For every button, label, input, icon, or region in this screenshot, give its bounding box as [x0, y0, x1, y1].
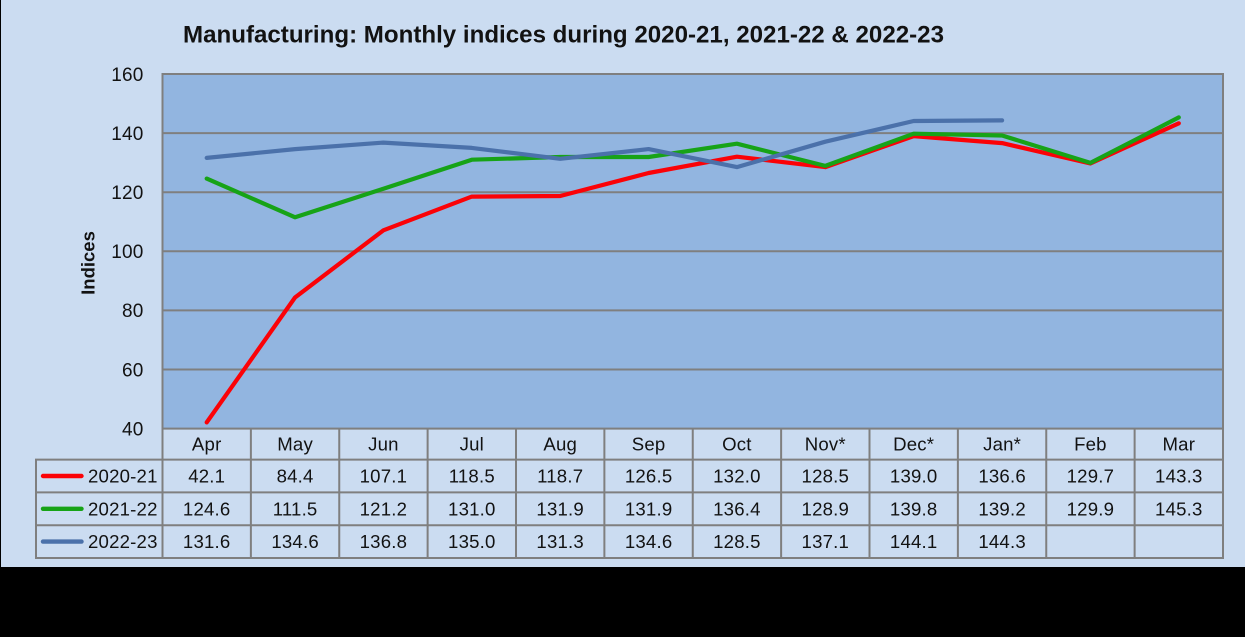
svg-text:139.2: 139.2: [978, 498, 1026, 519]
svg-text:Apr: Apr: [192, 434, 222, 455]
svg-text:Jul: Jul: [460, 434, 484, 455]
svg-text:111.5: 111.5: [273, 498, 318, 519]
svg-text:145.3: 145.3: [1155, 498, 1203, 519]
svg-text:Feb: Feb: [1074, 434, 1107, 455]
svg-text:118.5: 118.5: [449, 466, 495, 487]
svg-text:Oct: Oct: [722, 434, 752, 455]
svg-text:129.7: 129.7: [1067, 466, 1115, 487]
svg-text:136.8: 136.8: [360, 531, 408, 552]
svg-text:134.6: 134.6: [625, 531, 673, 552]
svg-text:134.6: 134.6: [271, 531, 319, 552]
svg-text:131.9: 131.9: [625, 498, 673, 519]
svg-text:131.6: 131.6: [183, 531, 231, 552]
svg-text:107.1: 107.1: [360, 466, 408, 487]
svg-text:Jun: Jun: [368, 434, 399, 455]
svg-text:129.9: 129.9: [1067, 498, 1115, 519]
svg-text:Sep: Sep: [632, 434, 666, 455]
svg-text:80: 80: [122, 301, 144, 322]
svg-text:Jan*: Jan*: [983, 434, 1021, 455]
svg-text:60: 60: [122, 360, 144, 381]
svg-text:Aug: Aug: [543, 434, 577, 455]
svg-text:128.9: 128.9: [802, 498, 850, 519]
svg-text:Mar: Mar: [1162, 434, 1195, 455]
svg-text:136.4: 136.4: [713, 498, 761, 519]
svg-text:121.2: 121.2: [360, 498, 408, 519]
svg-text:143.3: 143.3: [1155, 466, 1203, 487]
svg-text:131.3: 131.3: [536, 531, 584, 552]
svg-text:Nov*: Nov*: [805, 434, 846, 455]
svg-text:Indices: Indices: [78, 231, 99, 295]
svg-text:42.1: 42.1: [188, 466, 225, 487]
svg-text:40: 40: [122, 419, 144, 440]
svg-text:2021-22: 2021-22: [88, 498, 158, 519]
svg-text:128.5: 128.5: [713, 531, 761, 552]
svg-text:135.0: 135.0: [448, 531, 496, 552]
svg-text:132.0: 132.0: [713, 466, 761, 487]
svg-text:118.7: 118.7: [537, 466, 583, 487]
svg-text:128.5: 128.5: [802, 466, 850, 487]
svg-text:144.1: 144.1: [890, 531, 938, 552]
svg-text:Dec*: Dec*: [893, 434, 934, 455]
svg-text:126.5: 126.5: [625, 466, 673, 487]
svg-text:May: May: [277, 434, 313, 455]
svg-text:Manufacturing: Monthly indices: Manufacturing: Monthly indices during 20…: [183, 22, 944, 49]
svg-text:139.0: 139.0: [890, 466, 938, 487]
svg-text:139.8: 139.8: [890, 498, 938, 519]
svg-text:160: 160: [111, 65, 143, 86]
svg-text:144.3: 144.3: [978, 531, 1026, 552]
svg-text:136.6: 136.6: [978, 466, 1026, 487]
svg-text:2020-21: 2020-21: [88, 466, 158, 487]
svg-text:131.9: 131.9: [536, 498, 584, 519]
svg-text:137.1: 137.1: [802, 531, 850, 552]
svg-text:140: 140: [111, 124, 143, 145]
svg-text:120: 120: [111, 183, 143, 204]
svg-text:131.0: 131.0: [448, 498, 496, 519]
svg-text:2022-23: 2022-23: [88, 531, 158, 552]
svg-text:84.4: 84.4: [277, 466, 314, 487]
svg-text:100: 100: [111, 242, 143, 263]
svg-text:124.6: 124.6: [183, 498, 231, 519]
